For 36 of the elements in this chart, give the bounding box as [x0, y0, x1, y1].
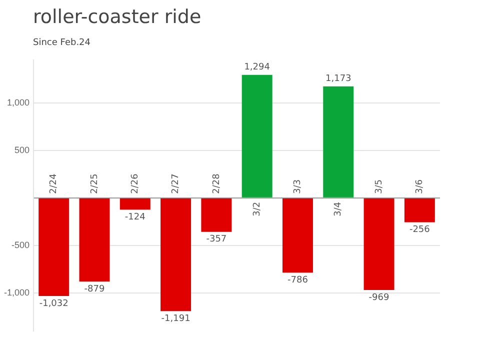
bar [79, 198, 110, 282]
bar [201, 198, 232, 232]
x-tick-label: 3/6 [415, 179, 426, 194]
data-label: -879 [84, 284, 105, 294]
y-tick-label: 500 [14, 144, 30, 155]
x-tick-label: 2/27 [171, 174, 182, 194]
x-tick-label: 2/25 [90, 174, 100, 194]
chart-title: roller-coaster ride [33, 6, 202, 28]
y-tick-label: 1,000 [6, 97, 30, 108]
bar [282, 198, 313, 273]
data-label: -124 [124, 212, 146, 223]
data-label: -357 [206, 234, 227, 245]
y-tick-label: -500 [12, 240, 30, 250]
x-tick-label: 2/24 [49, 173, 60, 194]
y-tick-label: -1,000 [4, 287, 30, 298]
bar [160, 198, 192, 312]
chart-subtitle: Since Feb.24 [33, 38, 91, 48]
data-label: -256 [409, 225, 430, 236]
bar [364, 198, 394, 290]
data-label: 1,294 [244, 62, 270, 73]
bar [242, 74, 272, 198]
data-label: -786 [288, 275, 308, 286]
data-label: -1,032 [39, 298, 68, 309]
bar [38, 198, 70, 296]
x-tick-label: 3/4 [334, 202, 344, 216]
data-label: -1,191 [161, 314, 190, 324]
x-tick-label: 3/2 [252, 202, 262, 216]
x-tick-label: 2/26 [130, 173, 140, 194]
bar [323, 86, 354, 198]
x-tick-label: 2/28 [212, 173, 222, 194]
bar [120, 198, 150, 210]
x-tick-label: 3/5 [374, 179, 384, 194]
data-label: 1,173 [325, 74, 352, 84]
data-label: -969 [368, 292, 390, 303]
bar [404, 198, 435, 222]
x-tick-label: 3/3 [293, 179, 304, 194]
